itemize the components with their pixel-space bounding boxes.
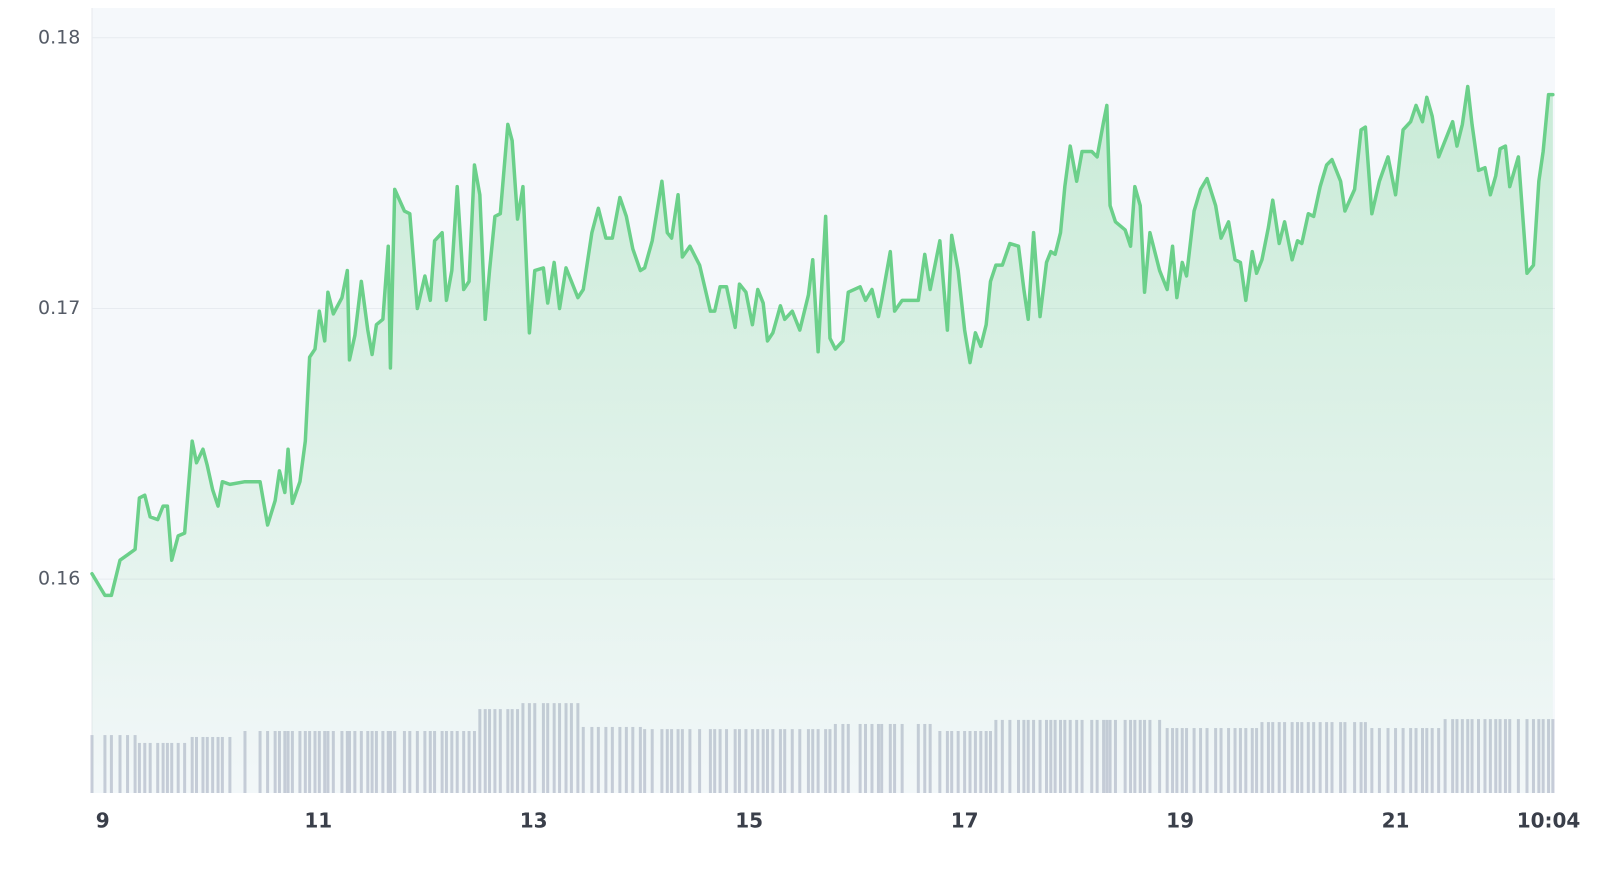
x-tick-label: 13 [520, 809, 548, 833]
y-tick-label: 0.16 [38, 568, 80, 590]
y-tick-label: 0.18 [38, 26, 80, 48]
x-tick-label: 21 [1382, 809, 1410, 833]
area-fill [92, 86, 1553, 793]
x-tick-label: 15 [735, 809, 763, 833]
x-tick-label: 11 [304, 809, 332, 833]
x-tick-label: 9 [96, 809, 110, 833]
x-tick-label: 17 [951, 809, 979, 833]
x-tick-label: 19 [1166, 809, 1194, 833]
price-line [90, 84, 1555, 598]
y-tick-label: 0.17 [38, 297, 80, 319]
x-tick-label: 10:04 [1517, 809, 1581, 833]
